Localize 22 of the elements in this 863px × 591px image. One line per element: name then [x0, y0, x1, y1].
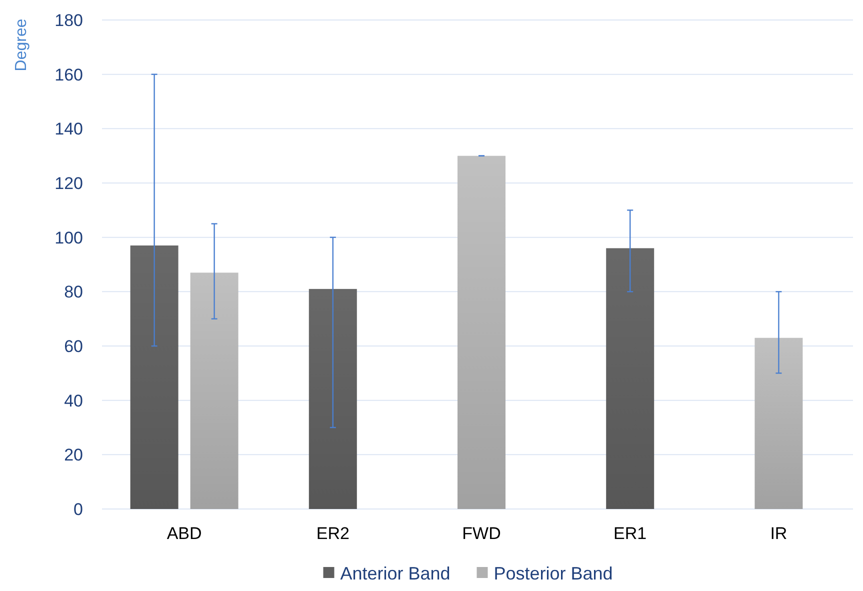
y-tick-label: 180	[54, 10, 83, 30]
x-tick-label: ER1	[614, 524, 647, 543]
y-tick-label: 80	[64, 282, 83, 302]
y-tick-label: 60	[64, 336, 83, 356]
y-tick-label: 140	[54, 120, 83, 139]
x-tick-label: ER2	[316, 524, 350, 543]
y-tick-label: 160	[54, 65, 83, 84]
y-tick-label: 20	[64, 446, 83, 465]
bar	[308, 288, 357, 509]
y-tick-label: 40	[64, 391, 83, 410]
bar	[754, 338, 803, 509]
legend-label: Anterior Band	[340, 563, 450, 584]
y-tick-label: 100	[54, 228, 83, 248]
bar	[458, 156, 506, 509]
x-tick-label: FWD	[462, 524, 501, 543]
y-axis-title: Degree	[13, 18, 30, 72]
y-tick-label: 120	[54, 174, 83, 193]
x-tick-label: ABD	[166, 524, 202, 543]
legend-label: Posterior Band	[494, 563, 613, 584]
y-tick-label: 0	[74, 500, 83, 519]
bar	[606, 248, 654, 509]
x-tick-label: IR	[770, 524, 788, 543]
